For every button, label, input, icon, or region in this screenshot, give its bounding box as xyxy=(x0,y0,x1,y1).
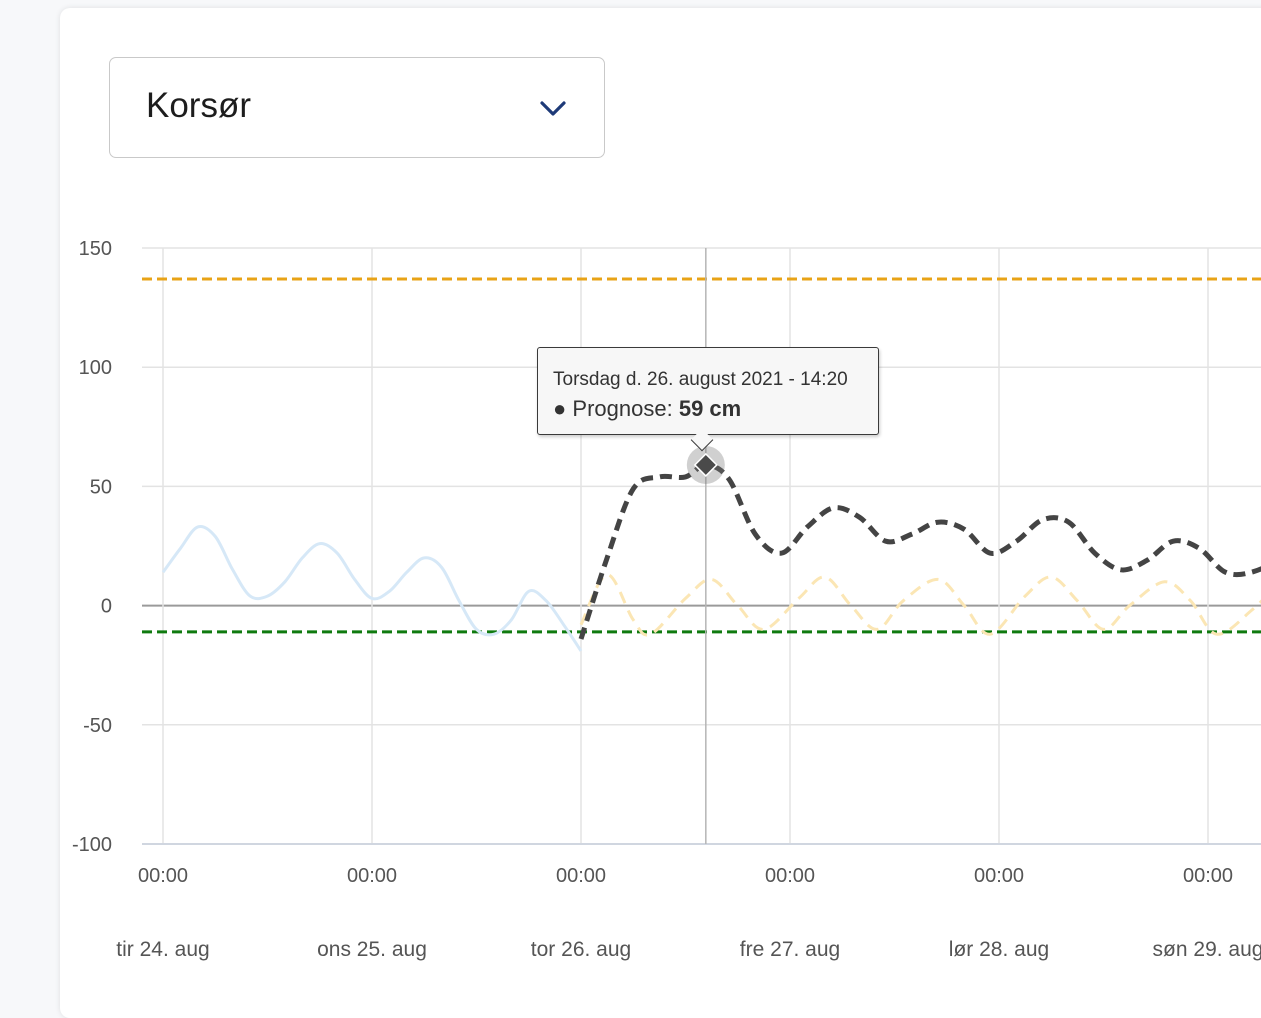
tide-series-line xyxy=(579,573,1261,637)
forecast-series-line xyxy=(578,462,1261,640)
water-level-chart: 150 100 50 0 -50 -100 00:00 tir 24. aug 00:00 ons… xyxy=(72,238,1261,961)
tooltip-bullet: ● xyxy=(553,396,567,421)
y-tick-label: 50 xyxy=(90,476,112,498)
x-tick-label: 00:00 xyxy=(347,865,397,887)
x-day-label: tir 24. aug xyxy=(116,938,209,961)
y-tick-label: -100 xyxy=(72,834,112,856)
y-tick-label: 0 xyxy=(101,596,112,618)
x-day-label: fre 27. aug xyxy=(740,938,840,961)
y-tick-label: 150 xyxy=(79,238,112,260)
x-day-label: lør 28. aug xyxy=(949,938,1049,961)
x-day-label: ons 25. aug xyxy=(317,938,427,961)
highlight-marker xyxy=(693,452,718,478)
chart-tooltip: Torsdag d. 26. august 2021 - 14:20 ● Pro… xyxy=(537,347,879,452)
chart-card xyxy=(60,8,1261,1018)
x-day-label: søn 29. aug xyxy=(1153,938,1261,961)
station-select-value: Korsør xyxy=(146,86,251,125)
x-tick-label: 00:00 xyxy=(765,865,815,887)
tooltip-series-line: ● Prognose: 59 cm xyxy=(553,396,741,422)
observed-series-line xyxy=(161,524,583,652)
chevron-down-icon xyxy=(540,101,566,116)
x-tick-label: 00:00 xyxy=(1183,865,1233,887)
x-tick-label: 00:00 xyxy=(138,865,188,887)
x-tick-label: 00:00 xyxy=(974,865,1024,887)
y-tick-label: 100 xyxy=(79,357,112,379)
station-select[interactable]: Korsør xyxy=(109,57,605,158)
tooltip-date: Torsdag d. 26. august 2021 - 14:20 xyxy=(553,369,848,390)
x-tick-label: 00:00 xyxy=(556,865,606,887)
tooltip-series-label: Prognose: xyxy=(572,396,673,421)
y-tick-label: -50 xyxy=(83,715,112,737)
x-day-label: tor 26. aug xyxy=(531,938,631,961)
tooltip-value: 59 cm xyxy=(678,396,742,421)
